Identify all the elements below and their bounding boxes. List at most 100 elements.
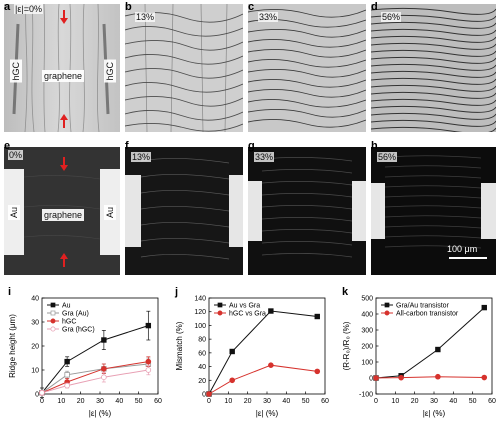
panel-letter-f: f	[125, 140, 129, 152]
data-point	[398, 374, 404, 381]
chart-j: j 0 10 20 30 40 50 60 0 20 40 60 80 100 120 140 |ε| (%) M…	[174, 286, 329, 418]
micrograph-b	[125, 4, 243, 132]
y-tick-label: 120	[194, 309, 206, 316]
strain-label-b: 13%	[135, 12, 156, 22]
x-axis-label: |ε| (%)	[89, 409, 112, 418]
panel-letter-h: h	[371, 140, 378, 152]
legend-entry: hGC vs Gra	[229, 311, 266, 318]
legend-marker	[217, 310, 223, 316]
micrograph-h-texture	[371, 147, 496, 275]
panel-letter-a: a	[4, 1, 11, 13]
y-tick-label: 20	[198, 378, 206, 385]
legend-marker	[50, 302, 56, 308]
micrograph-e: Au graphene Au	[4, 147, 120, 275]
x-tick-label: 50	[302, 398, 310, 405]
legend-entry: hGC	[62, 319, 76, 326]
micrograph-f-texture	[125, 147, 243, 275]
strain-label-f: 13%	[131, 152, 152, 162]
panel-letter-k: k	[342, 286, 349, 298]
micrograph-g	[248, 147, 366, 275]
micrograph-h: 100 μm	[371, 147, 496, 275]
micrograph-c-texture	[248, 4, 366, 132]
data-point	[268, 308, 274, 314]
y-tick-label: 30	[31, 320, 39, 327]
data-point	[481, 374, 488, 381]
label-graphene-a: graphene	[42, 70, 85, 82]
data-point	[314, 313, 320, 320]
y-tick-label: 0	[369, 376, 373, 383]
x-tick-label: 20	[244, 398, 252, 405]
series-line-0	[375, 307, 485, 379]
micrograph-d	[371, 4, 496, 132]
label-graphene-e: graphene	[42, 209, 85, 221]
legend-entry: Au	[62, 303, 71, 310]
y-tick-label: 40	[31, 296, 39, 303]
y-tick-label: 200	[361, 344, 373, 351]
y-tick-label: 80	[198, 337, 206, 344]
panel-letter-e: e	[4, 140, 11, 152]
legend-marker	[50, 310, 56, 316]
x-axis-label: |ε| (%)	[256, 409, 279, 418]
panel-letter-b: b	[125, 1, 132, 13]
panel-letter-c: c	[248, 1, 255, 13]
legend-entry: All-carbon transistor	[396, 311, 459, 318]
strain-label-g: 33%	[254, 152, 275, 162]
x-tick-label: 50	[469, 398, 477, 405]
panel-letter-j: j	[174, 286, 178, 298]
legend-entry: Gra/Au transistor	[396, 303, 450, 310]
data-point	[145, 367, 152, 373]
panel-letter-i: i	[8, 286, 11, 298]
micrograph-b-texture	[125, 4, 243, 132]
x-tick-label: 60	[154, 398, 162, 405]
data-point	[145, 358, 152, 365]
strain-label-e: 0%	[8, 150, 24, 160]
x-tick-label: 40	[115, 398, 123, 405]
series-line-1	[41, 363, 149, 394]
plot-frame	[41, 297, 159, 395]
y-tick-label: 0	[202, 392, 206, 399]
micrograph-a-texture	[4, 4, 120, 132]
data-point	[145, 322, 152, 329]
micrograph-a: hGC graphene hGC	[4, 4, 120, 132]
strain-label-h: 56%	[377, 152, 398, 162]
data-point	[435, 373, 441, 380]
y-tick-label: 10	[31, 368, 39, 375]
data-point	[229, 377, 235, 384]
panel-letter-d: d	[371, 1, 378, 13]
label-au-left: Au	[8, 205, 20, 221]
x-tick-label: 0	[207, 398, 211, 405]
strain-label-a: |ε|=0%	[14, 4, 43, 14]
label-au-right: Au	[104, 205, 116, 221]
y-tick-label: 140	[194, 296, 206, 303]
data-point	[101, 366, 107, 372]
y-tick-label: 500	[361, 296, 373, 303]
x-axis-label: |ε| (%)	[423, 409, 446, 418]
micrograph-f	[125, 147, 243, 275]
data-point	[481, 304, 487, 311]
x-tick-label: 0	[40, 398, 44, 405]
series-line-1	[208, 364, 318, 395]
y-tick-label: 300	[361, 328, 373, 335]
scale-bar-label: 100 μm	[447, 244, 478, 254]
data-point	[64, 372, 70, 378]
data-point	[435, 346, 441, 353]
data-point	[101, 337, 107, 343]
data-point	[64, 382, 70, 389]
plot-frame	[208, 297, 326, 395]
x-tick-label: 30	[96, 398, 104, 405]
x-tick-label: 0	[374, 398, 378, 405]
strain-label-d: 56%	[381, 12, 402, 22]
x-tick-label: 10	[391, 398, 399, 405]
y-axis-label: Ridge height (μm)	[8, 314, 17, 378]
legend-entry: Au vs Gra	[229, 303, 260, 310]
data-point	[101, 374, 107, 380]
data-point	[64, 358, 70, 365]
legend-marker	[50, 318, 56, 324]
x-tick-label: 30	[430, 398, 438, 405]
data-point	[373, 375, 379, 381]
label-hgc-right: hGC	[104, 60, 116, 83]
strain-label-c: 33%	[258, 12, 279, 22]
y-tick-label: 400	[361, 312, 373, 319]
